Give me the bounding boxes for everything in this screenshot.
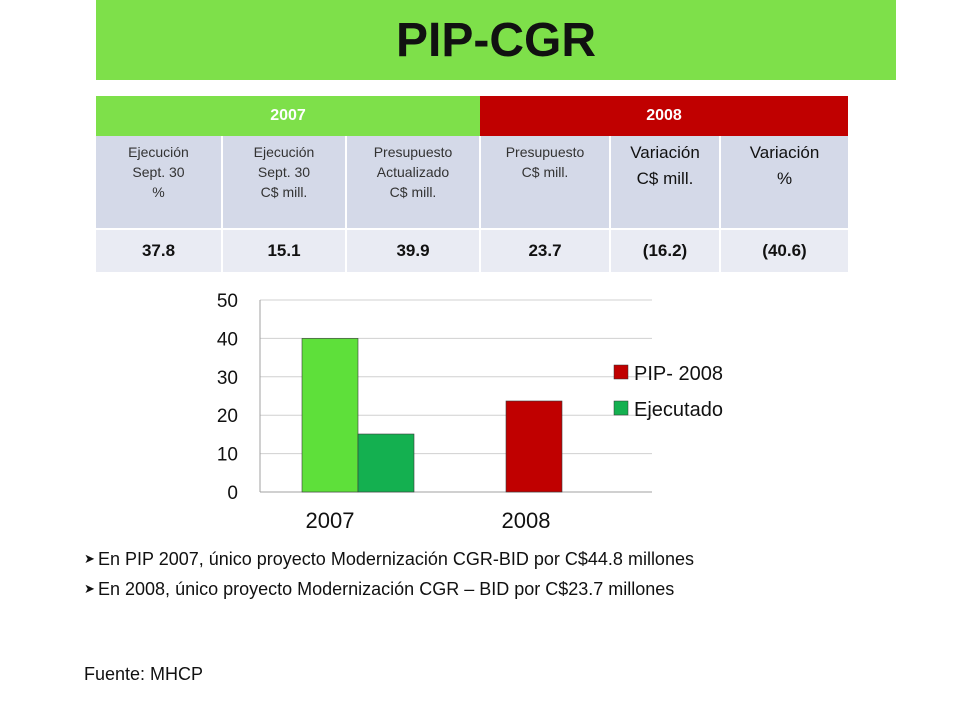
column-header: Presupuesto Actualizado C$ mill. <box>345 136 480 229</box>
table-cell: 15.1 <box>221 228 346 272</box>
list-item: ➤ En 2008, único proyecto Modernización … <box>84 574 694 604</box>
table-cell: 37.8 <box>96 228 222 272</box>
bar-2007-ejecutado <box>357 433 415 493</box>
list-item: ➤ En PIP 2007, único proyecto Modernizac… <box>84 544 694 574</box>
bullet-list: ➤ En PIP 2007, único proyecto Modernizac… <box>84 544 694 604</box>
column-header: Variación C$ mill. <box>609 136 720 229</box>
arrow-bullet-icon: ➤ <box>84 581 95 596</box>
y-tick-label: 30 <box>217 368 238 389</box>
page-title: PIP-CGR <box>395 13 596 67</box>
bar-2008-pip-2008 <box>505 400 563 493</box>
legend-swatch <box>613 364 629 380</box>
bullet-text: En 2008, único proyecto Modernización CG… <box>98 579 675 599</box>
y-tick-label: 10 <box>217 445 238 466</box>
y-tick-label: 50 <box>217 291 238 312</box>
legend-label: Ejecutado <box>634 399 723 421</box>
table-cell: (40.6) <box>719 228 848 272</box>
bullet-text: En PIP 2007, único proyecto Modernizació… <box>98 549 694 569</box>
x-tick-label: 2007 <box>306 508 355 532</box>
year-header-row: 2007 2008 <box>96 96 848 136</box>
table-cell: 39.9 <box>345 228 480 272</box>
y-tick-label: 0 <box>227 483 238 504</box>
year-header-2007: 2007 <box>96 96 480 136</box>
column-header: Presupuesto C$ mill. <box>479 136 610 229</box>
arrow-bullet-icon: ➤ <box>84 551 95 566</box>
bar-chart: 0 10 20 30 40 50 2007 2008 PIP- 2008 Ejecutado <box>217 291 723 532</box>
legend-swatch <box>613 400 629 416</box>
column-header: Ejecución Sept. 30 % <box>96 136 222 229</box>
y-tick-label: 20 <box>217 406 238 427</box>
x-tick-label: 2008 <box>502 508 551 532</box>
value-row: 37.8 15.1 39.9 23.7 (16.2) (40.6) <box>96 228 848 272</box>
legend-label: PIP- 2008 <box>634 363 723 385</box>
bar-2007-pip-2008 <box>301 338 359 493</box>
year-header-2008: 2008 <box>480 96 848 136</box>
table-cell: 23.7 <box>479 228 610 272</box>
source-note: Fuente: MHCP <box>84 664 204 684</box>
table-cell: (16.2) <box>609 228 720 272</box>
column-header-row: Ejecución Sept. 30 % Ejecución Sept. 30 … <box>96 136 848 229</box>
title-banner: PIP-CGR <box>96 0 896 80</box>
column-header: Ejecución Sept. 30 C$ mill. <box>221 136 346 229</box>
column-header: Variación % <box>719 136 848 229</box>
budget-table: 2007 2008 Ejecución Sept. 30 % Ejecución… <box>96 96 848 272</box>
y-tick-label: 40 <box>217 329 238 350</box>
